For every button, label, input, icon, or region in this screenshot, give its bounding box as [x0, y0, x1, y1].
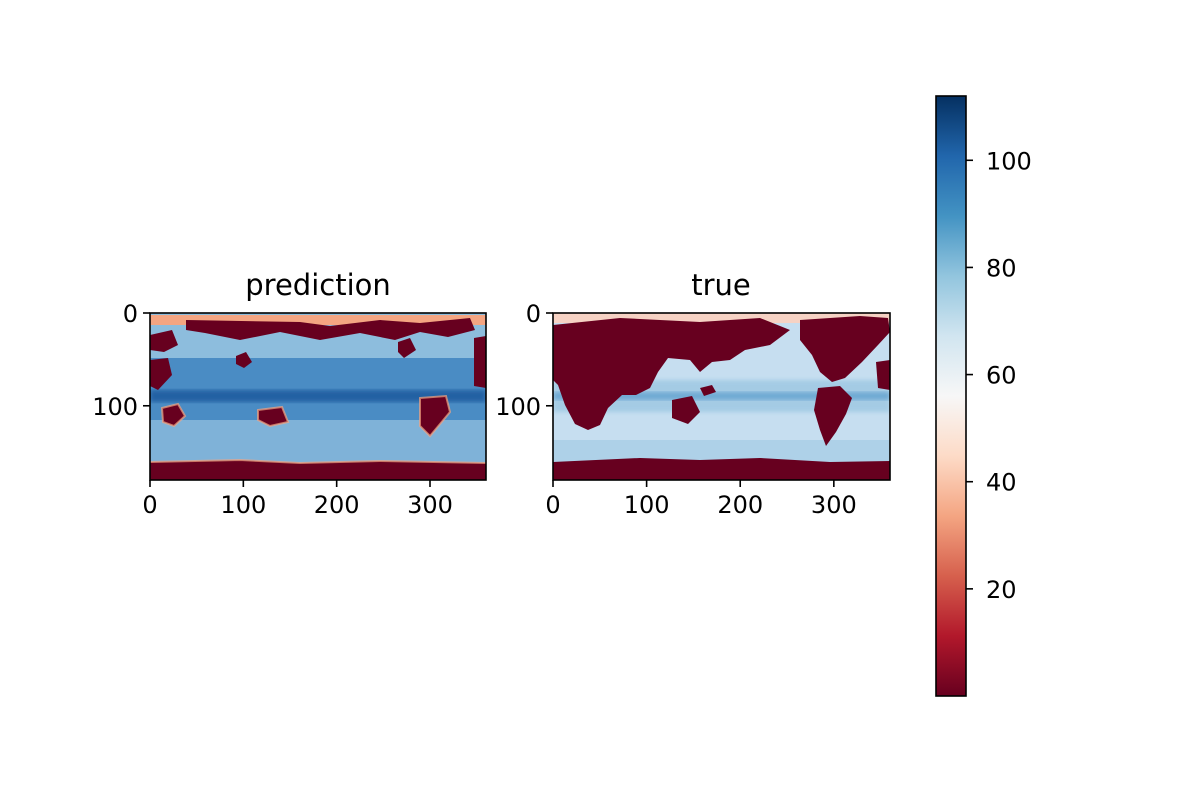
true-title: true	[691, 268, 751, 302]
prediction-x-tick-label: 200	[314, 491, 360, 519]
prediction-land	[150, 318, 486, 480]
prediction-x-tick-label: 100	[220, 491, 266, 519]
prediction-panel: prediction 0 100 200 300 0 100	[92, 268, 487, 519]
true-north-polar	[553, 313, 890, 323]
prediction-x-tick-label: 0	[142, 491, 157, 519]
prediction-frame	[149, 312, 487, 481]
colorbar-tick-label: 100	[986, 147, 1032, 175]
true-x-tick-label: 100	[624, 491, 670, 519]
colorbar-tick-label: 60	[986, 362, 1017, 390]
true-frame	[552, 312, 891, 481]
true-x-tick-label: 200	[717, 491, 763, 519]
prediction-title: prediction	[245, 268, 391, 302]
colorbar-ticks: 20 40 60 80 100	[966, 147, 1032, 604]
true-y-tick-label: 0	[526, 300, 541, 328]
colorbar-gradient	[936, 96, 966, 696]
colorbar-tick-label: 40	[986, 469, 1017, 497]
true-heatmap	[553, 313, 890, 480]
prediction-land-edges	[150, 394, 486, 465]
true-south-ocean	[553, 440, 890, 462]
prediction-equatorial-band	[150, 390, 486, 402]
true-x-ticks: 0 100 200 300	[545, 480, 857, 519]
true-x-tick-label: 300	[811, 491, 857, 519]
colorbar-frame	[935, 95, 967, 697]
true-y-ticks: 0 100	[495, 300, 553, 421]
colorbar-tick-label: 20	[986, 576, 1017, 604]
colorbar: 20 40 60 80 100	[935, 95, 1032, 697]
true-equatorial-band	[553, 392, 890, 400]
true-land	[553, 316, 890, 480]
prediction-y-tick-label: 100	[92, 393, 138, 421]
prediction-x-ticks: 0 100 200 300	[142, 480, 453, 519]
true-x-tick-label: 0	[545, 491, 560, 519]
prediction-x-tick-label: 300	[407, 491, 453, 519]
prediction-y-ticks: 0 100	[92, 300, 150, 421]
colorbar-tick-label: 80	[986, 254, 1017, 282]
prediction-y-tick-label: 0	[123, 300, 138, 328]
true-panel: true 0 100 200 300 0 100	[495, 268, 891, 519]
prediction-heatmap	[150, 313, 486, 480]
true-y-tick-label: 100	[495, 393, 541, 421]
prediction-north-polar	[150, 315, 486, 325]
